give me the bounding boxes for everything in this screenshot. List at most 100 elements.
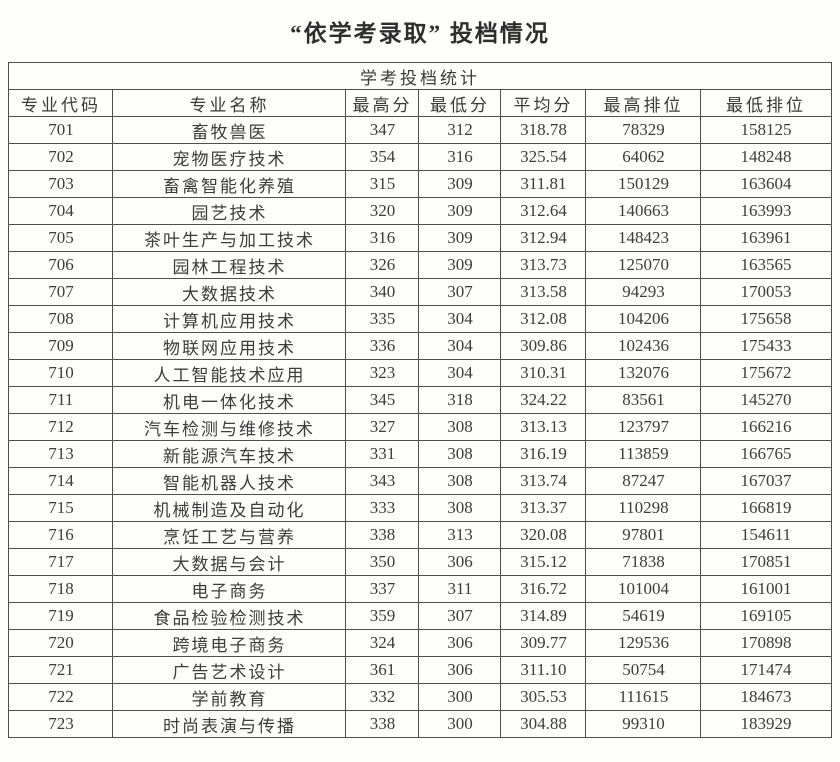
cell-name: 物联网应用技术 [112,332,347,360]
cell-code: 703 [8,170,114,198]
cell-max-score: 327 [345,413,420,441]
table-row: 703 畜禽智能化养殖 315 309 311.81 150129 163604 [8,170,832,198]
cell-max-score: 332 [345,683,420,711]
cell-avg-score: 313.73 [500,251,587,279]
cell-min-score: 311 [418,575,502,603]
cell-avg-score: 313.37 [500,494,587,522]
cell-code: 722 [8,683,114,711]
table-row: 722 学前教育 332 300 305.53 111615 184673 [8,683,832,711]
cell-min-score: 309 [418,197,502,225]
column-header-code: 专业代码 [8,89,114,117]
cell-max-score: 323 [345,359,420,387]
cell-min-rank: 171474 [700,656,832,684]
cell-min-score: 308 [418,467,502,495]
cell-max-score: 315 [345,170,420,198]
cell-name: 宠物医疗技术 [112,143,347,171]
table-row: 720 跨境电子商务 324 306 309.77 129536 170898 [8,629,832,657]
cell-min-score: 306 [418,656,502,684]
table-row: 714 智能机器人技术 343 308 313.74 87247 167037 [8,467,832,495]
cell-min-score: 307 [418,602,502,630]
cell-avg-score: 316.19 [500,440,587,468]
cell-avg-score: 311.10 [500,656,587,684]
cell-max-rank: 101004 [585,575,702,603]
cell-name: 烹饪工艺与营养 [112,521,347,549]
cell-avg-score: 313.58 [500,278,587,306]
cell-avg-score: 324.22 [500,386,587,414]
table-row: 723 时尚表演与传播 338 300 304.88 99310 183929 [8,710,832,738]
cell-min-rank: 163604 [700,170,832,198]
cell-code: 720 [8,629,114,657]
cell-min-score: 304 [418,332,502,360]
cell-name: 茶叶生产与加工技术 [112,224,347,252]
cell-max-score: 338 [345,521,420,549]
cell-min-score: 316 [418,143,502,171]
cell-min-score: 300 [418,710,502,738]
cell-name: 畜禽智能化养殖 [112,170,347,198]
cell-min-score: 312 [418,116,502,144]
cell-code: 707 [8,278,114,306]
cell-max-rank: 148423 [585,224,702,252]
cell-avg-score: 318.78 [500,116,587,144]
cell-name: 畜牧兽医 [112,116,347,144]
cell-max-score: 320 [345,197,420,225]
cell-name: 大数据与会计 [112,548,347,576]
cell-max-rank: 113859 [585,440,702,468]
table-row: 713 新能源汽车技术 331 308 316.19 113859 166765 [8,440,832,468]
table-row: 701 畜牧兽医 347 312 318.78 78329 158125 [8,116,832,144]
cell-min-score: 308 [418,413,502,441]
cell-code: 704 [8,197,114,225]
cell-avg-score: 305.53 [500,683,587,711]
cell-min-score: 309 [418,224,502,252]
cell-min-rank: 184673 [700,683,832,711]
table-row: 709 物联网应用技术 336 304 309.86 102436 175433 [8,332,832,360]
cell-max-rank: 123797 [585,413,702,441]
cell-avg-score: 313.74 [500,467,587,495]
table-row: 705 茶叶生产与加工技术 316 309 312.94 148423 163961 [8,224,832,252]
cell-avg-score: 311.81 [500,170,587,198]
cell-name: 大数据技术 [112,278,347,306]
table-row: 719 食品检验检测技术 359 307 314.89 54619 169105 [8,602,832,630]
cell-min-rank: 166765 [700,440,832,468]
cell-name: 新能源汽车技术 [112,440,347,468]
cell-max-rank: 50754 [585,656,702,684]
cell-max-rank: 150129 [585,170,702,198]
header-row: 专业代码 专业名称 最高分 最低分 平均分 最高排位 最低排位 [8,89,832,117]
cell-name: 计算机应用技术 [112,305,347,333]
cell-code: 718 [8,575,114,603]
cell-code: 717 [8,548,114,576]
table-row: 711 机电一体化技术 345 318 324.22 83561 145270 [8,386,832,414]
cell-code: 706 [8,251,114,279]
table-row: 708 计算机应用技术 335 304 312.08 104206 175658 [8,305,832,333]
cell-max-rank: 54619 [585,602,702,630]
table-row: 715 机械制造及自动化 333 308 313.37 110298 166819 [8,494,832,522]
cell-max-rank: 78329 [585,116,702,144]
cell-name: 机械制造及自动化 [112,494,347,522]
cell-name: 智能机器人技术 [112,467,347,495]
cell-avg-score: 304.88 [500,710,587,738]
cell-name: 机电一体化技术 [112,386,347,414]
cell-min-score: 300 [418,683,502,711]
cell-min-score: 313 [418,521,502,549]
cell-max-rank: 125070 [585,251,702,279]
cell-code: 710 [8,359,114,387]
cell-max-rank: 111615 [585,683,702,711]
cell-name: 园林工程技术 [112,251,347,279]
cell-name: 园艺技术 [112,197,347,225]
cell-min-rank: 169105 [700,602,832,630]
cell-code: 723 [8,710,114,738]
column-header-min-score: 最低分 [418,89,502,117]
table-row: 717 大数据与会计 350 306 315.12 71838 170851 [8,548,832,576]
score-table: 学考投档统计 专业代码 专业名称 最高分 最低分 平均分 最高排位 最低排位 7… [8,62,832,738]
column-header-name: 专业名称 [112,89,347,117]
cell-code: 712 [8,413,114,441]
cell-code: 714 [8,467,114,495]
cell-max-rank: 99310 [585,710,702,738]
table-row: 721 广告艺术设计 361 306 311.10 50754 171474 [8,656,832,684]
table-head: 学考投档统计 专业代码 专业名称 最高分 最低分 平均分 最高排位 最低排位 [8,62,832,117]
cell-name: 学前教育 [112,683,347,711]
cell-max-score: 338 [345,710,420,738]
cell-avg-score: 313.13 [500,413,587,441]
cell-code: 709 [8,332,114,360]
cell-max-score: 359 [345,602,420,630]
